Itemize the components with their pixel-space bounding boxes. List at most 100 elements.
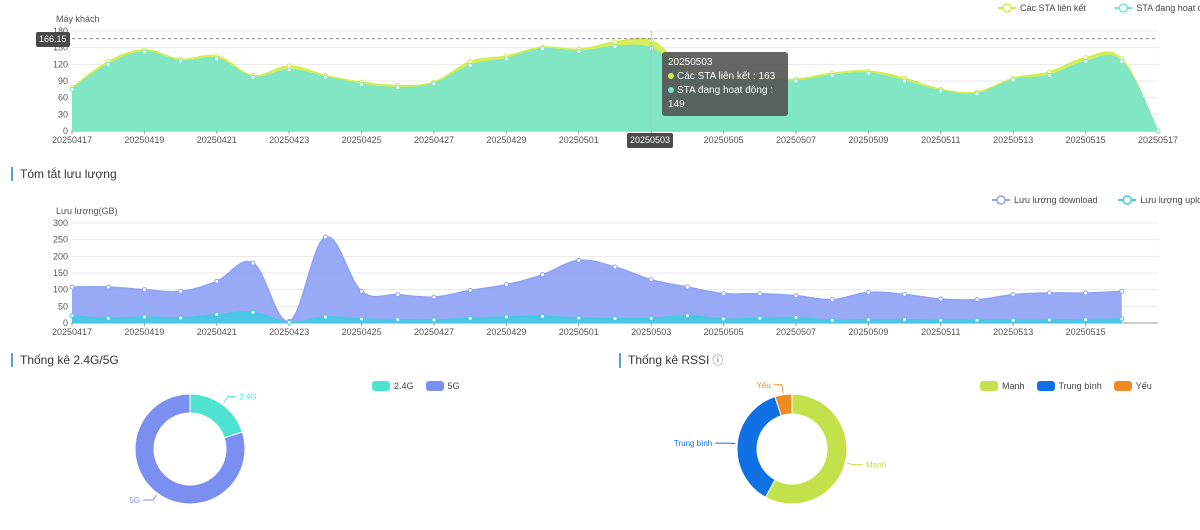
tooltip-dot-active (668, 87, 674, 94)
legend-label: Lưu lượng download (1014, 195, 1098, 205)
legend-swatch-weak (1113, 381, 1132, 391)
x-tick-label: 20250417 (52, 327, 92, 337)
tooltip-title: 20250503 (668, 57, 713, 68)
point-luu-luong-download (757, 291, 763, 297)
legend-label: Lưu lượng upload (1140, 195, 1200, 205)
point-luu-luong-download (1046, 290, 1052, 296)
x-tick-label: 20250509 (848, 327, 888, 337)
help-circle-icon[interactable]: ⓘ (712, 355, 724, 367)
slice-manh (764, 393, 848, 505)
point-luu-luong-upload (721, 316, 727, 322)
slice-label-trung-binh: Trung bình (674, 439, 712, 448)
point-luu-luong-download (69, 284, 75, 290)
x-tick-label: 20250515 (1066, 135, 1106, 145)
point-luu-luong-upload (1046, 317, 1052, 323)
point-luu-luong-download (721, 291, 727, 297)
point-luu-luong-download (431, 294, 437, 300)
point-luu-luong-upload (214, 312, 220, 318)
point-sta-ang-hoat-ong (105, 61, 111, 67)
y-tick-label: 0 (63, 126, 68, 136)
leader-line-5g (142, 494, 157, 501)
legend-marker (996, 195, 1006, 205)
legend-item-cac-sta-lien-ket: Các STA liên kết (998, 3, 1086, 13)
y-tick-label: 150 (53, 43, 68, 53)
point-sta-ang-hoat-ong (178, 58, 184, 64)
slice-label-5g: 5G (129, 496, 140, 505)
legend-item-luu-luong-download: Lưu lượng download (992, 195, 1098, 205)
tooltip-dot-linked (668, 73, 674, 80)
legend-item-medium[interactable]: Trung bình (1036, 381, 1102, 391)
x-tick-label: 20250419 (124, 135, 164, 145)
point-luu-luong-download (612, 264, 618, 270)
x-tick-label: 20250503 (631, 327, 671, 337)
legend-swatch-medium (1036, 381, 1055, 391)
legend-item-5g[interactable]: 5G (425, 381, 460, 391)
x-tick-label: 20250429 (486, 135, 526, 145)
x-tick-label: 20250427 (414, 135, 454, 145)
point-luu-luong-upload (250, 309, 256, 315)
point-luu-luong-download (938, 296, 944, 302)
point-sta-ang-hoat-ong (250, 74, 256, 80)
point-sta-ang-hoat-ong (938, 88, 944, 94)
point-sta-ang-hoat-ong (974, 91, 980, 97)
y-tick-label: 120 (53, 59, 68, 69)
y-tick-label: 100 (53, 285, 68, 295)
legend-swatch-5g (425, 381, 444, 391)
y-tick-label: 150 (53, 268, 68, 278)
point-luu-luong-upload (359, 316, 365, 322)
point-luu-luong-upload (503, 314, 509, 320)
x-tick-label: 20250513 (993, 327, 1033, 337)
x-tick-label: 20250423 (269, 135, 309, 145)
band-section-title: Thống kê 2.4G/5G (11, 353, 119, 367)
legend-label: Các STA liên kết (1020, 3, 1086, 13)
x-tick-label: 20250509 (848, 135, 888, 145)
leader-line-yeu (773, 384, 784, 393)
leader-line-trung-binh (715, 442, 736, 445)
legend-item-24g[interactable]: 2.4G (372, 381, 414, 391)
rssi-section-title-text: Thống kê RSSI (628, 353, 710, 367)
point-luu-luong-download (793, 293, 799, 299)
legend-label-medium: Trung bình (1058, 381, 1102, 391)
x-tick-label: 20250505 (704, 135, 744, 145)
point-sta-ang-hoat-ong (467, 62, 473, 68)
point-luu-luong-upload (865, 317, 871, 323)
y-tick-label: 30 (58, 109, 68, 119)
x-tick-label: 20250425 (342, 327, 382, 337)
point-sta-ang-hoat-ong (612, 44, 618, 50)
axis-pointer-y-label: 166.15 (36, 32, 70, 47)
point-luu-luong-upload (684, 313, 690, 319)
point-sta-ang-hoat-ong (322, 74, 328, 80)
point-luu-luong-download (648, 277, 654, 283)
point-luu-luong-upload (178, 315, 184, 321)
x-tick-label: 20250427 (414, 327, 454, 337)
point-sta-ang-hoat-ong (431, 81, 437, 87)
slice-5g (134, 393, 246, 505)
y-axis-label: Máy khách (56, 14, 100, 24)
tooltip-row-linked-text: Các STA liên kết : 163 (677, 71, 776, 82)
slice-label-manh: Mạnh (866, 461, 886, 470)
y-tick-label: 250 (53, 235, 68, 245)
area-luu-luong-download (72, 236, 1122, 323)
point-luu-luong-upload (69, 313, 75, 319)
point-luu-luong-download (902, 291, 908, 297)
rssi-donut-chart: Mạnh Trung bình Yếu (674, 381, 886, 505)
slice-2-4g (189, 393, 243, 439)
point-luu-luong-download (1119, 288, 1125, 294)
legend-label-weak: Yếu (1135, 381, 1152, 391)
point-sta-ang-hoat-ong (1155, 128, 1161, 134)
point-luu-luong-upload (1010, 317, 1016, 323)
x-tick-label: 20250505 (704, 327, 744, 337)
legend-item-strong[interactable]: Mạnh (980, 381, 1025, 391)
rssi-section-title: Thống kê RSSI ⓘ (619, 353, 723, 368)
point-sta-ang-hoat-ong (576, 49, 582, 55)
point-luu-luong-download (503, 282, 509, 288)
slice-label-yeu: Yếu (757, 381, 771, 390)
point-luu-luong-download (865, 289, 871, 295)
area-sta-ang-hoat-ong (72, 45, 1158, 131)
point-luu-luong-download (178, 288, 184, 294)
slice-yeu (774, 393, 793, 417)
tooltip-row-active: STA đang hoạt động : 149 (668, 84, 782, 112)
legend-item-weak[interactable]: Yếu (1113, 381, 1152, 391)
point-luu-luong-upload (286, 319, 292, 325)
point-sta-ang-hoat-ong (286, 67, 292, 73)
